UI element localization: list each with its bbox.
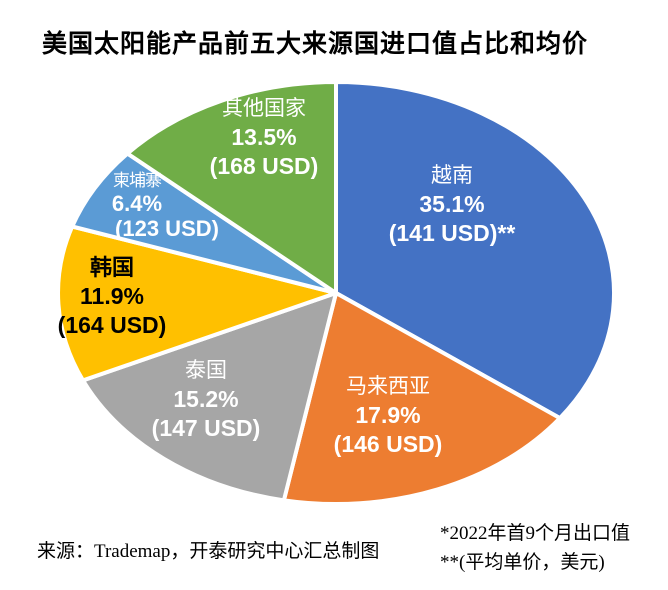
pie-label-cambodia: 柬埔寨 6.4% (123 USD): [85, 171, 219, 241]
slice-price: (147 USD): [151, 414, 261, 441]
slice-price: (146 USD): [333, 430, 443, 457]
slice-percent: 6.4%: [111, 190, 163, 216]
slice-price: (123 USD): [115, 215, 219, 241]
pie-slice-south-korea: [56, 224, 338, 383]
pie-label-malaysia: 马来西亚 17.9% (146 USD): [334, 374, 443, 459]
pie-label-vietnam: 越南 35.1% (141 USD)**: [389, 163, 516, 248]
slice-name: 其他国家: [222, 97, 306, 120]
footnotes: *2022年首9个月出口值 **(平均单价，美元): [440, 519, 630, 578]
slice-percent: 13.5%: [231, 123, 297, 150]
pie-label-south-korea: 韩国 11.9% (164 USD): [58, 254, 167, 340]
slice-percent: 15.2%: [173, 385, 239, 412]
slice-percent: 35.1%: [419, 190, 485, 217]
slice-name: 越南: [430, 164, 473, 187]
footnote-avg-price: **(平均单价，美元): [440, 552, 605, 574]
pie-slice-thailand: [81, 291, 338, 503]
chart-title: 美国太阳能产品前五大来源国进口值占比和均价: [42, 31, 589, 58]
slice-price: (168 USD): [209, 152, 319, 179]
pie-label-thailand: 泰国 15.2% (147 USD): [152, 358, 261, 443]
slice-name: 韩国: [89, 255, 134, 280]
slice-percent: 11.9%: [80, 282, 144, 309]
pie-slice-other-countries: [125, 80, 338, 295]
slice-name: 泰国: [185, 359, 227, 382]
pie-slice-malaysia: [281, 291, 562, 507]
pie-label-other-countries: 其他国家 13.5% (168 USD): [210, 96, 319, 181]
source-note: 来源：Trademap，开泰研究中心汇总制图: [37, 541, 380, 562]
slice-price: (141 USD)**: [388, 219, 516, 246]
slice-name: 马来西亚: [346, 375, 430, 398]
slice-percent: 17.9%: [355, 401, 421, 428]
footnote-export-value: *2022年首9个月出口值: [440, 523, 631, 544]
pie-slice-vietnam: [334, 80, 617, 421]
slice-name: 柬埔寨: [112, 171, 162, 190]
slice-price: (164 USD): [57, 312, 167, 339]
